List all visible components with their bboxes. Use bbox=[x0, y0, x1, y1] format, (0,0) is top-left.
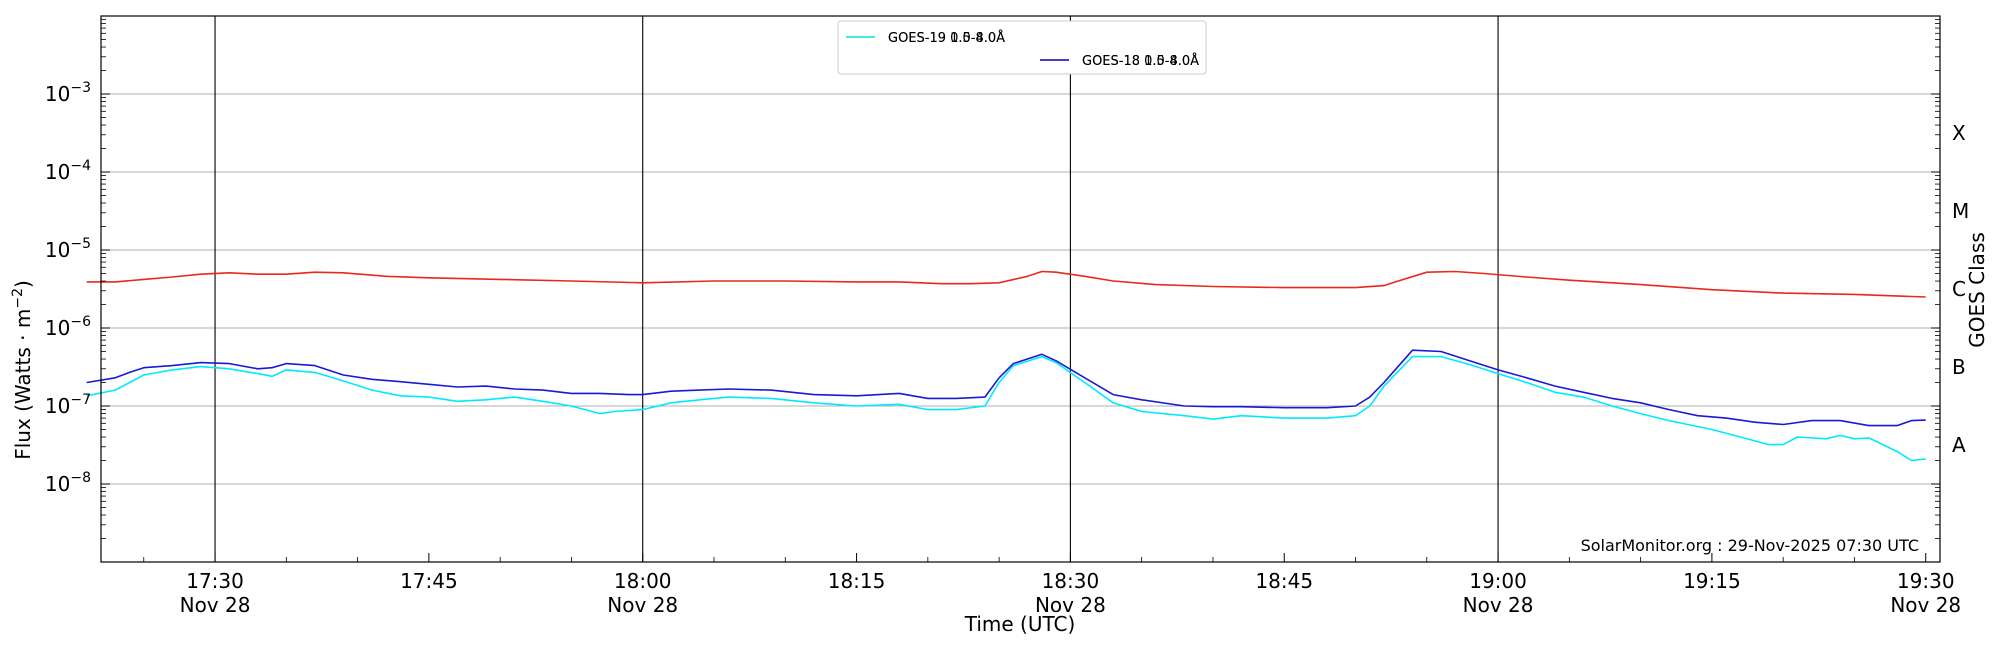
legend: GOES-19 1.0-8.0Å GOES-18 1.0-8.0Å GOES-19 … bbox=[837, 20, 1207, 75]
y-axis-label-close: ) bbox=[11, 280, 35, 288]
goes-class-axis: X M C B A bbox=[1952, 121, 1969, 457]
y-tick-label-exponent: −5 bbox=[70, 236, 91, 252]
x-tick-date-label: Nov 28 bbox=[1463, 593, 1534, 617]
grid-layer bbox=[101, 93, 1940, 485]
y-tick-label: 10−4 bbox=[45, 158, 91, 184]
goes-class-label: C bbox=[1952, 277, 1966, 301]
y-tick-label: 10−6 bbox=[45, 314, 91, 340]
y-tick-label-exponent: −8 bbox=[70, 470, 91, 486]
y-tick-label: 10−7 bbox=[45, 392, 91, 418]
x-tick-label: 18:15 bbox=[828, 569, 886, 593]
x-tick-date-label: Nov 28 bbox=[607, 593, 678, 617]
y-tick-label-exponent: −3 bbox=[70, 80, 91, 96]
series-line bbox=[86, 270, 1926, 298]
x-tick-label: 19:30 bbox=[1897, 569, 1955, 593]
legend-label: GOES-19 0.5-4.0Å bbox=[888, 30, 1005, 46]
y-tick-label: 10−8 bbox=[45, 470, 91, 496]
x-tick-label: 19:15 bbox=[1683, 569, 1741, 593]
y-axis-label: Flux (Watts · m−2) bbox=[10, 280, 35, 460]
y-tick-label: 10−3 bbox=[45, 80, 91, 106]
x-tick-date-label: Nov 28 bbox=[180, 593, 251, 617]
y-tick-label-exponent: −6 bbox=[70, 314, 91, 330]
y-tick-label-exponent: −4 bbox=[70, 158, 91, 174]
legend-label: GOES-18 1.0-8.0Å bbox=[1082, 53, 1199, 69]
goes-class-label: X bbox=[1952, 121, 1966, 145]
y-tick-label-base: 10 bbox=[45, 316, 70, 340]
legend-box bbox=[837, 20, 1207, 75]
legend-label: GOES-19 1.0-8.0Å bbox=[888, 30, 1005, 46]
series-line bbox=[86, 355, 1926, 462]
goes-class-label: B bbox=[1952, 355, 1966, 379]
y-tick-label-base: 10 bbox=[45, 82, 70, 106]
series-line bbox=[86, 349, 1926, 427]
series-layer bbox=[86, 270, 1926, 462]
y-tick-label-base: 10 bbox=[45, 238, 70, 262]
y-tick-label-exponent: −7 bbox=[70, 392, 91, 408]
x-tick-label: 18:30 bbox=[1042, 569, 1100, 593]
right-axis-label: GOES Class bbox=[1965, 232, 1989, 348]
x-tick-label: 17:30 bbox=[186, 569, 244, 593]
x-tick-label: 19:00 bbox=[1469, 569, 1527, 593]
y-axis-label-text: Flux (Watts · m bbox=[11, 309, 35, 460]
goes-class-label: M bbox=[1952, 199, 1969, 223]
y-axis-label-superscript: −2 bbox=[10, 288, 26, 309]
y-tick-label-base: 10 bbox=[45, 472, 70, 496]
x-tick-date-label: Nov 28 bbox=[1035, 593, 1106, 617]
y-tick-label-base: 10 bbox=[45, 394, 70, 418]
goes-class-label: A bbox=[1952, 433, 1966, 457]
x-tick-label: 17:45 bbox=[400, 569, 458, 593]
y-tick-label: 10−5 bbox=[45, 236, 91, 262]
legend-label: GOES-18 0.5-4.0Å bbox=[1082, 53, 1199, 69]
y-tick-label-base: 10 bbox=[45, 160, 70, 184]
x-axis-label: Time (UTC) bbox=[964, 612, 1076, 636]
x-tick-label: 18:00 bbox=[614, 569, 672, 593]
x-tick-label: 18:45 bbox=[1255, 569, 1313, 593]
plot-frame bbox=[100, 15, 1941, 563]
source-annotation: SolarMonitor.org : 29-Nov-2025 07:30 UTC bbox=[1581, 536, 1919, 555]
vertical-lines-layer bbox=[214, 16, 1499, 562]
x-tick-date-label: Nov 28 bbox=[1890, 593, 1961, 617]
